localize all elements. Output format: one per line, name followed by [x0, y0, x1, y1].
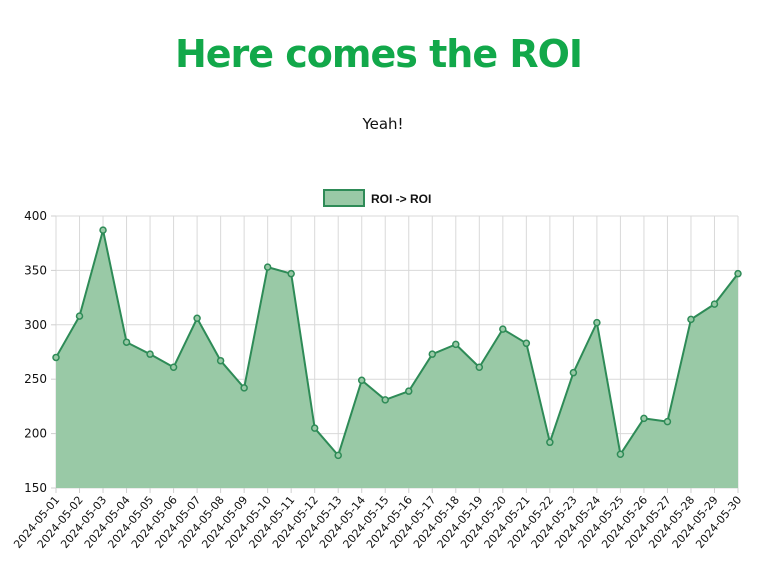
roi-area-fill [56, 230, 738, 489]
roi-data-point [593, 318, 601, 327]
roi-data-point [52, 353, 60, 362]
roi-data-point [405, 387, 413, 395]
roi-data-point [240, 384, 248, 392]
roi-data-point [146, 350, 154, 358]
roi-data-point [428, 350, 437, 358]
roi-data-point [710, 300, 719, 308]
roi-data-point [122, 338, 131, 346]
y-tick-label: 250 [24, 372, 47, 386]
roi-data-point [381, 396, 389, 404]
roi-data-point [640, 414, 648, 423]
roi-data-point [734, 269, 742, 278]
y-tick-label: 300 [24, 318, 47, 332]
roi-data-point [99, 226, 107, 234]
roi-data-point [616, 450, 625, 459]
roi-data-point [169, 363, 178, 371]
roi-data-point [522, 339, 531, 348]
y-tick-label: 150 [24, 481, 47, 495]
roi-data-point [334, 451, 342, 460]
chart-legend: ROI -> ROI [323, 189, 431, 207]
y-tick-label: 400 [24, 209, 47, 223]
roi-data-point [475, 363, 484, 371]
roi-data-point [263, 263, 272, 271]
roi-data-point [193, 314, 201, 323]
roi-data-point [287, 269, 295, 278]
legend-label: ROI -> ROI [371, 192, 431, 206]
roi-data-point [569, 368, 578, 377]
y-tick-label: 200 [24, 427, 47, 441]
roi-data-point [499, 325, 507, 333]
roi-data-point [452, 340, 460, 349]
roi-data-point [216, 356, 225, 365]
legend-swatch [323, 189, 365, 207]
roi-data-point [546, 438, 554, 447]
roi-data-point [663, 417, 672, 426]
y-tick-label: 350 [24, 263, 47, 277]
roi-data-point [687, 315, 695, 324]
page-title: Here comes the ROI [174, 32, 583, 76]
roi-data-point [310, 424, 319, 432]
roi-data-point [357, 376, 366, 385]
roi-series-line [55, 229, 739, 457]
roi-data-point [75, 312, 84, 320]
page-subtitle: Yeah! [362, 115, 404, 133]
